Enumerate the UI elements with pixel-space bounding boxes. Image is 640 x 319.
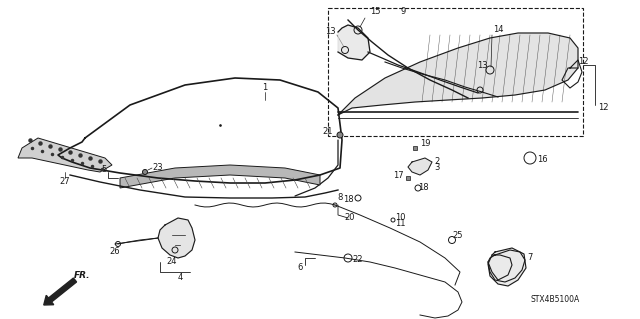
Circle shape [337,132,343,138]
Text: STX4B5100A: STX4B5100A [531,295,580,305]
Polygon shape [158,218,195,258]
Text: 18: 18 [342,196,353,204]
Text: 6: 6 [298,263,303,272]
Polygon shape [338,33,578,115]
Text: 9: 9 [401,8,406,17]
Text: 17: 17 [393,170,403,180]
Text: 2: 2 [435,158,440,167]
Polygon shape [488,248,526,286]
Text: 12: 12 [578,57,588,66]
Text: 26: 26 [109,248,120,256]
Text: 21: 21 [323,128,333,137]
Text: 12: 12 [598,103,609,113]
Text: 16: 16 [537,155,547,165]
Polygon shape [338,25,370,60]
Text: 10: 10 [395,213,405,222]
Circle shape [143,169,147,174]
Text: 5: 5 [101,166,107,174]
Text: 13: 13 [324,27,335,36]
Text: 13: 13 [477,61,488,70]
Text: 11: 11 [395,219,405,228]
FancyArrow shape [44,278,77,305]
Text: 14: 14 [493,26,503,34]
Text: 7: 7 [527,254,532,263]
Text: 24: 24 [167,257,177,266]
Text: 4: 4 [177,272,182,281]
Polygon shape [120,165,320,188]
Text: 25: 25 [452,231,463,240]
Text: 22: 22 [353,256,364,264]
Text: 23: 23 [153,164,163,173]
Text: 27: 27 [60,177,70,187]
Text: 15: 15 [370,8,380,17]
Text: 19: 19 [420,139,430,149]
Text: 8: 8 [337,194,342,203]
Bar [328,8,583,136]
Text: 18: 18 [418,183,428,192]
Text: 3: 3 [435,164,440,173]
Polygon shape [408,158,432,175]
Text: FR.: FR. [74,271,90,279]
Text: 1: 1 [262,84,268,93]
Polygon shape [18,138,112,172]
Text: 20: 20 [345,213,355,222]
